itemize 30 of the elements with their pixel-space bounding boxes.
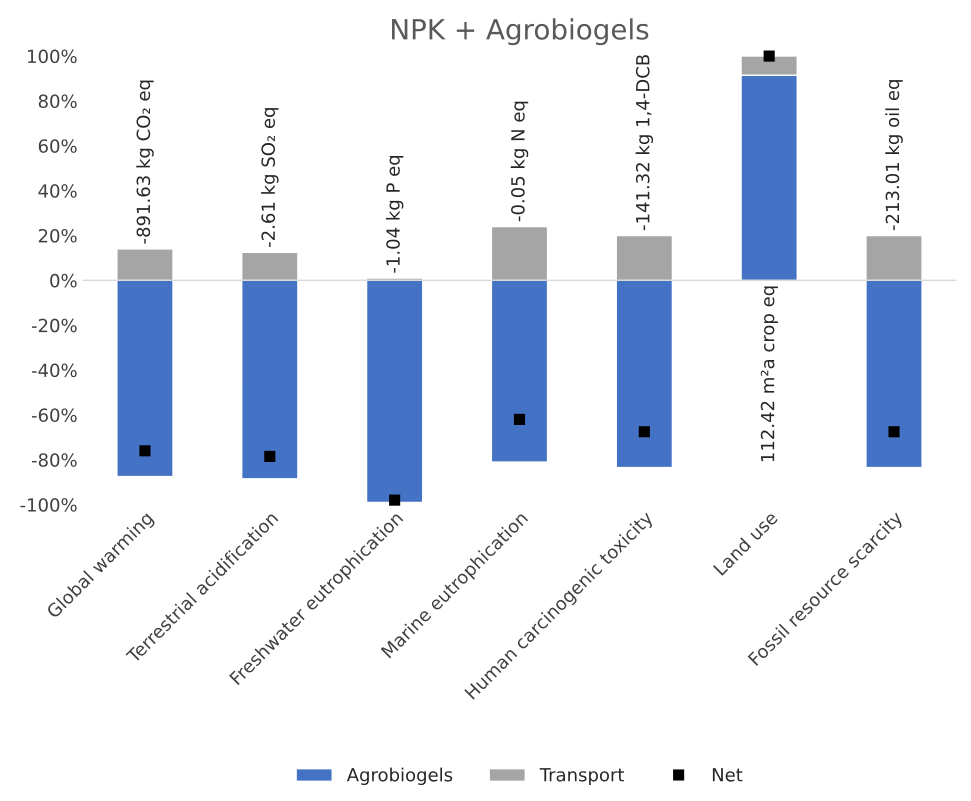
y-tick-label: -40%	[32, 364, 77, 378]
bar	[366, 280, 424, 504]
y-tick-label: 40%	[38, 184, 77, 198]
point	[389, 494, 400, 506]
y-tick-label: -20%	[32, 318, 77, 332]
y-tick-label: 20%	[38, 228, 77, 243]
y-tick-label: 0%	[50, 274, 77, 288]
annotation: -2.61 kg SO₂ eq	[261, 108, 279, 247]
annotation: 112.42 m²a crop eq	[760, 286, 778, 462]
legend-label: Transport	[540, 768, 624, 786]
y-tick-label: -100%	[20, 498, 77, 512]
annotation: -0.05 kg N eq	[510, 102, 528, 222]
annotation: -891.63 kg CO₂ eq	[136, 80, 154, 244]
point	[888, 426, 900, 438]
y-tick-label: 100%	[28, 50, 77, 64]
legend-label: Agrobiogels	[346, 768, 452, 786]
point	[139, 445, 151, 456]
annotation: -1.04 kg P eq	[386, 156, 404, 273]
y-tick-label: -80%	[32, 453, 77, 467]
point	[764, 50, 775, 62]
point	[264, 450, 276, 462]
point	[514, 414, 526, 425]
chart-title: NPK + Agrobiogels	[392, 18, 648, 46]
y-tick-label: 60%	[38, 139, 77, 153]
y-tick-label: -60%	[32, 408, 77, 422]
annotation: -141.32 kg 1,4-DCB	[636, 55, 654, 230]
legend-label: Net	[712, 768, 742, 782]
annotation: -213.01 kg oil eq	[885, 80, 903, 230]
point	[638, 426, 650, 438]
y-tick-label: 80%	[38, 94, 77, 108]
